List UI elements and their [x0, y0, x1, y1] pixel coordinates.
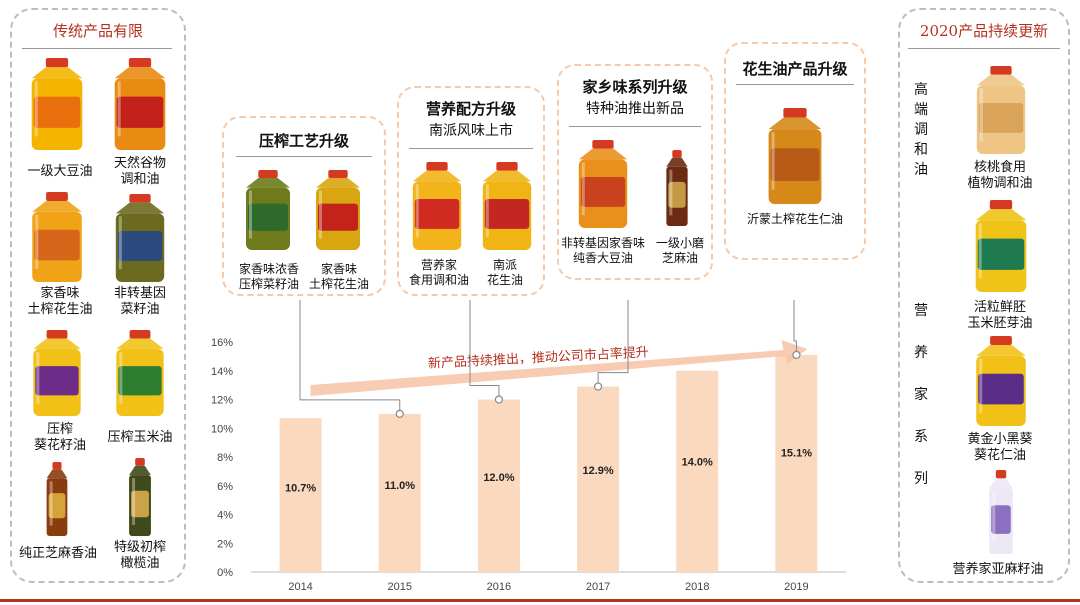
callout-connector-dot	[395, 409, 404, 418]
x-tick-label: 2015	[388, 581, 412, 593]
callout-item-label: 非转基因家香味 纯香大豆油	[560, 236, 645, 265]
bar	[775, 354, 818, 572]
y-tick-label: 0%	[217, 567, 233, 579]
callout-item-label: 家香味浓香 压榨菜籽油	[238, 262, 299, 291]
right-group-label-nutrition: 营养家系列	[914, 303, 928, 487]
bar	[676, 370, 719, 572]
bar-value-label: 12.9%	[582, 465, 613, 477]
callout-peanut: 花生油产品升级	[724, 42, 866, 260]
bar	[477, 399, 520, 572]
bar	[577, 386, 620, 572]
right-product-label: 活粒鲜胚 玉米胚芽油	[967, 300, 1033, 331]
left-product-label: 压榨 葵花籽油	[33, 422, 86, 453]
callout-item-label: 沂蒙土榨花生仁油	[746, 212, 843, 226]
callout-subtitle: 南派风味上市	[429, 123, 513, 139]
right-group-label-premium: 高端调和油	[914, 82, 928, 178]
callout-divider	[569, 126, 701, 127]
x-tick-label: 2014	[288, 581, 312, 593]
left-product-label: 纯正芝麻香油	[18, 546, 97, 561]
right-panel-divider	[908, 48, 1060, 49]
callout-item-label: 南派 花生油	[486, 258, 523, 287]
left-panel-divider	[22, 48, 172, 49]
y-tick-label: 4%	[217, 510, 233, 522]
callout-connector-dot	[593, 382, 603, 391]
x-tick-label: 2018	[685, 581, 709, 593]
y-tick-label: 12%	[211, 395, 233, 407]
y-tick-label: 16%	[211, 337, 233, 349]
footer-rule	[0, 599, 1080, 602]
right-panel	[898, 8, 1070, 583]
callout-connector	[299, 300, 401, 414]
callout-title: 压榨工艺升级	[258, 132, 349, 150]
bar	[378, 413, 421, 572]
right-product-label: 黄金小黑葵 葵花仁油	[967, 432, 1033, 463]
left-product-label: 特级初榨 橄榄油	[113, 540, 166, 571]
callout-divider	[409, 148, 533, 149]
callout-item-label: 营养家 食用调和油	[408, 258, 469, 287]
x-tick-label: 2017	[586, 581, 610, 593]
callout-connector-dot	[494, 395, 504, 404]
market-share-chart: 0% 2% 4% 6% 8% 10% 12% 14% 16% 10.7% 2014 11.0% 2015…	[211, 300, 846, 593]
left-product-label: 一级大豆油	[27, 164, 93, 179]
right-product-label: 核桃食用 植物调和油	[967, 160, 1033, 191]
right-panel-title: 2020产品持续更新	[919, 22, 1049, 40]
right-product-label: 营养家亚麻籽油	[952, 562, 1044, 577]
bar-value-label: 11.0%	[384, 480, 415, 492]
y-tick-label: 14%	[211, 366, 233, 378]
bar	[279, 418, 322, 572]
bar-value-label: 15.1%	[781, 448, 812, 460]
left-product-label: 家香味 土榨花生油	[27, 286, 93, 317]
left-product-label: 非转基因 菜籽油	[113, 286, 166, 317]
y-tick-label: 10%	[211, 423, 233, 435]
trend-arrow	[310, 340, 808, 396]
callout-connector	[793, 300, 797, 355]
bar-value-label: 14.0%	[682, 456, 713, 468]
callout-title: 家乡味系列升级	[582, 78, 688, 96]
bar-value-label: 10.7%	[285, 482, 316, 494]
left-panel	[10, 8, 186, 583]
left-panel-title: 传统产品有限	[52, 22, 143, 40]
x-tick-label: 2019	[784, 581, 808, 593]
callout-title: 花生油产品升级	[742, 60, 848, 78]
callout-connector-dot	[792, 350, 801, 360]
callout-subtitle: 特种油推出新品	[586, 101, 684, 117]
y-tick-label: 2%	[217, 538, 233, 550]
callout-connector	[469, 300, 500, 400]
left-product-label: 压榨玉米油	[107, 430, 173, 445]
left-product-label: 天然谷物 调和油	[113, 156, 166, 187]
callout-title: 营养配方升级	[425, 100, 516, 118]
callout-item-label: 一级小磨 芝麻油	[655, 236, 704, 265]
y-tick-label: 8%	[217, 452, 233, 464]
callout-item-label: 家香味 土榨花生油	[308, 262, 369, 291]
callout-divider	[236, 156, 372, 157]
callout-connector	[597, 300, 629, 387]
callout-divider	[736, 84, 854, 85]
y-tick-label: 6%	[217, 481, 233, 493]
x-tick-label: 2016	[487, 581, 511, 593]
bar-value-label: 12.0%	[483, 472, 514, 484]
